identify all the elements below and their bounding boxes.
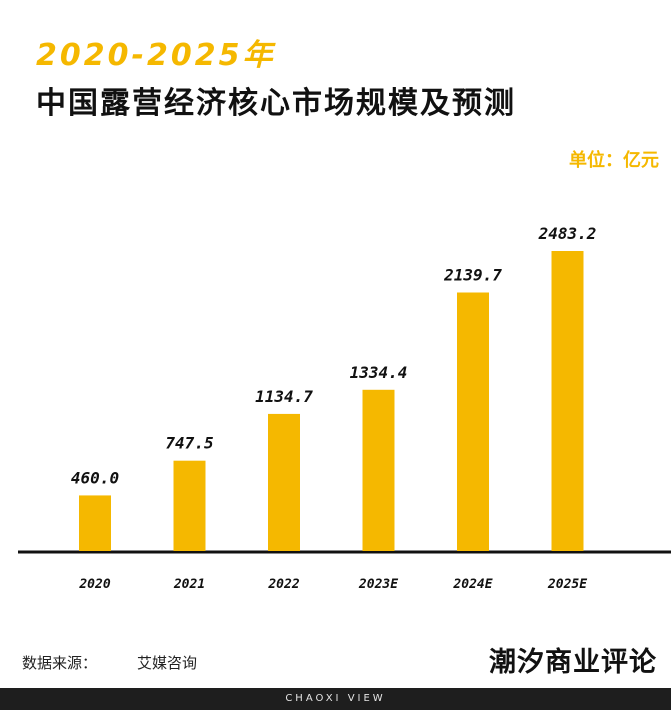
x-tick-2023E: 2023E (358, 577, 398, 592)
x-tick-2024E: 2024E (452, 577, 492, 592)
source-label: 数据来源： (22, 654, 98, 672)
unit-label: 单位：亿元 (569, 150, 659, 171)
value-label-2020: 460.0 (71, 468, 119, 487)
value-label-2021: 747.5 (165, 434, 213, 453)
bar-2025E (551, 251, 584, 551)
bar-2023E (362, 389, 395, 551)
bar-2022 (268, 413, 300, 551)
data-source: 数据来源： 艾媒咨询 (22, 652, 197, 673)
source-value: 艾媒咨询 (137, 654, 198, 672)
chart-title: 中国露营经济核心市场规模及预测 (36, 86, 516, 121)
chart-card: 2020-2025年 中国露营经济核心市场规模及预测 单位：亿元 460.0 20… (18, 38, 671, 678)
value-label-2023E: 1334.4 (350, 363, 408, 382)
x-tick-2025E: 2025E (547, 577, 587, 592)
bar-chart: 460.0 2020 747.5 2021 1134.7 2022 1334.4 2023E 2… (18, 224, 671, 592)
brand-logo: 潮汐商业评论 (489, 647, 657, 678)
x-tick-2022: 2022 (267, 577, 299, 592)
bar-2024E (457, 292, 489, 551)
value-label-2024E: 2139.7 (443, 265, 502, 284)
bottom-banner: CHAOXI VIEW (0, 688, 671, 710)
value-label-2025E: 2483.2 (538, 224, 597, 243)
bar-2021 (173, 460, 206, 551)
value-label-2022: 1134.7 (255, 387, 313, 406)
x-tick-2020: 2020 (78, 577, 110, 592)
year-range-title: 2020-2025年 (36, 38, 276, 73)
x-tick-2021: 2021 (173, 577, 205, 592)
bar-2020 (79, 495, 111, 551)
